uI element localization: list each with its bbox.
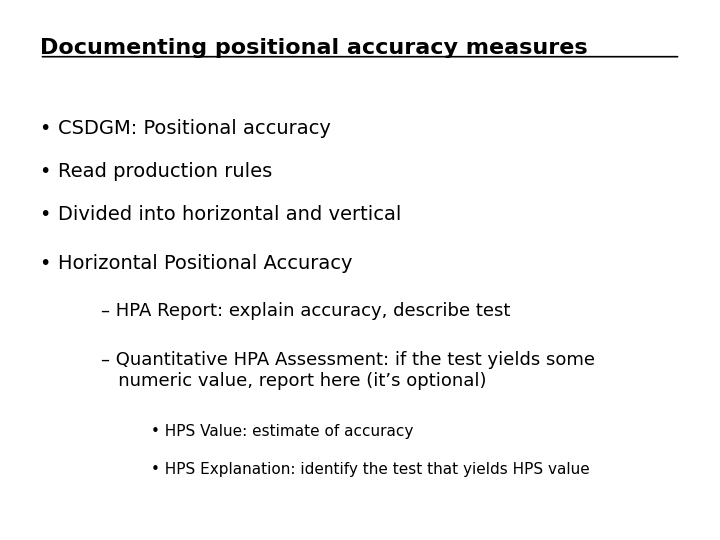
Text: •: •: [40, 162, 51, 181]
Text: Documenting positional accuracy measures: Documenting positional accuracy measures: [40, 38, 588, 58]
Text: •: •: [40, 205, 51, 224]
Text: CSDGM: Positional accuracy: CSDGM: Positional accuracy: [58, 119, 330, 138]
Text: – HPA Report: explain accuracy, describe test: – HPA Report: explain accuracy, describe…: [101, 302, 510, 320]
Text: • HPS Value: estimate of accuracy: • HPS Value: estimate of accuracy: [151, 424, 413, 439]
Text: • HPS Explanation: identify the test that yields HPS value: • HPS Explanation: identify the test tha…: [151, 462, 590, 477]
Text: Horizontal Positional Accuracy: Horizontal Positional Accuracy: [58, 254, 352, 273]
Text: Divided into horizontal and vertical: Divided into horizontal and vertical: [58, 205, 401, 224]
Text: •: •: [40, 119, 51, 138]
Text: – Quantitative HPA Assessment: if the test yields some
   numeric value, report : – Quantitative HPA Assessment: if the te…: [101, 351, 595, 390]
Text: •: •: [40, 254, 51, 273]
Text: Read production rules: Read production rules: [58, 162, 272, 181]
